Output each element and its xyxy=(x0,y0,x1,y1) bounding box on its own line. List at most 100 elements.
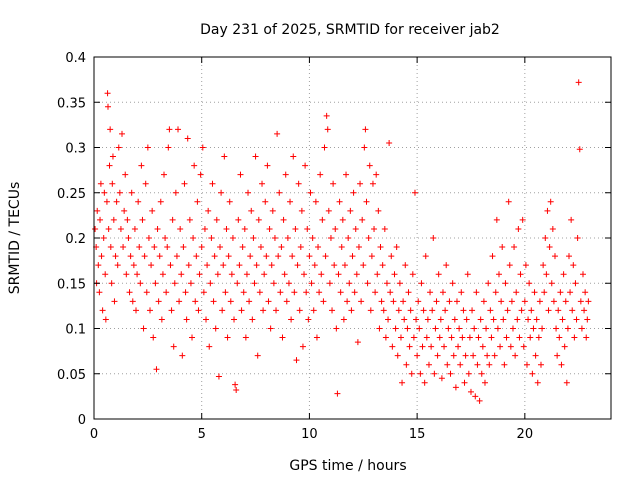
data-point xyxy=(489,253,496,260)
data-point xyxy=(121,207,128,214)
data-point xyxy=(360,262,367,269)
data-point xyxy=(512,352,519,359)
data-point xyxy=(421,379,428,386)
data-point xyxy=(491,352,498,359)
data-point xyxy=(445,325,452,332)
data-point xyxy=(427,289,434,296)
data-point xyxy=(393,244,400,251)
data-point xyxy=(450,352,457,359)
data-point xyxy=(389,343,396,350)
data-point xyxy=(315,244,322,251)
data-point xyxy=(340,316,347,323)
data-point xyxy=(414,352,421,359)
data-point xyxy=(303,289,310,296)
data-point xyxy=(528,307,535,314)
data-point xyxy=(214,271,221,278)
data-point xyxy=(472,393,479,400)
data-point xyxy=(113,198,120,205)
data-point xyxy=(232,381,239,388)
data-point xyxy=(509,325,516,332)
data-point xyxy=(94,207,101,214)
data-point xyxy=(311,262,318,269)
data-point xyxy=(381,225,388,232)
data-point xyxy=(211,253,218,260)
data-point xyxy=(433,298,440,305)
data-point xyxy=(392,325,399,332)
data-point xyxy=(317,171,324,178)
data-point xyxy=(565,253,572,260)
data-point xyxy=(189,334,196,341)
data-point xyxy=(161,171,168,178)
data-point xyxy=(415,298,422,305)
data-point xyxy=(456,325,463,332)
data-point xyxy=(466,334,473,341)
data-point xyxy=(523,361,530,368)
data-point xyxy=(302,162,309,169)
data-point xyxy=(154,225,161,232)
data-point xyxy=(180,244,187,251)
data-point xyxy=(339,216,346,223)
data-point xyxy=(256,289,263,296)
data-point xyxy=(246,298,253,305)
data-point xyxy=(517,271,524,278)
data-point xyxy=(195,307,202,314)
x-tick-label: 0 xyxy=(90,427,98,442)
data-point xyxy=(419,343,426,350)
data-point xyxy=(444,361,451,368)
data-point xyxy=(348,307,355,314)
data-point xyxy=(98,253,105,260)
data-point xyxy=(374,271,381,278)
data-point xyxy=(570,262,577,269)
data-point xyxy=(249,316,256,323)
data-point xyxy=(102,316,109,323)
data-point xyxy=(223,225,230,232)
data-point xyxy=(416,325,423,332)
data-point xyxy=(555,307,562,314)
data-point xyxy=(200,289,207,296)
data-point xyxy=(142,180,149,187)
data-point xyxy=(431,370,438,377)
data-point xyxy=(318,271,325,278)
data-point xyxy=(129,298,136,305)
data-point xyxy=(201,225,208,232)
data-point xyxy=(540,262,547,269)
data-point xyxy=(501,361,508,368)
data-point xyxy=(378,298,385,305)
data-point xyxy=(313,334,320,341)
data-point xyxy=(452,384,459,391)
data-point xyxy=(354,339,361,346)
data-point xyxy=(162,235,169,241)
data-point xyxy=(568,216,575,223)
data-point xyxy=(156,253,163,260)
data-point xyxy=(326,280,333,287)
data-point xyxy=(145,235,152,241)
y-tick-label: 0.35 xyxy=(57,96,86,111)
data-point xyxy=(135,198,142,205)
data-point xyxy=(417,370,424,377)
data-point xyxy=(109,180,116,187)
data-point xyxy=(448,334,455,341)
data-point xyxy=(463,316,470,323)
data-point xyxy=(275,253,282,260)
data-point xyxy=(504,307,511,314)
data-point xyxy=(127,253,134,260)
data-point xyxy=(516,334,523,341)
data-point xyxy=(548,280,555,287)
data-point xyxy=(462,352,469,359)
data-point xyxy=(429,307,436,314)
data-point xyxy=(299,343,306,350)
data-point xyxy=(273,307,280,314)
data-point xyxy=(312,198,319,205)
data-point xyxy=(437,316,444,323)
data-point xyxy=(306,253,313,260)
x-tick-label: 15 xyxy=(409,427,426,442)
data-point xyxy=(507,343,514,350)
data-point xyxy=(233,387,240,394)
data-point xyxy=(147,307,154,314)
data-point xyxy=(535,334,542,341)
data-point xyxy=(215,373,222,380)
data-point xyxy=(430,235,437,241)
data-point xyxy=(451,316,458,323)
data-point xyxy=(207,280,214,287)
data-point xyxy=(150,334,157,341)
